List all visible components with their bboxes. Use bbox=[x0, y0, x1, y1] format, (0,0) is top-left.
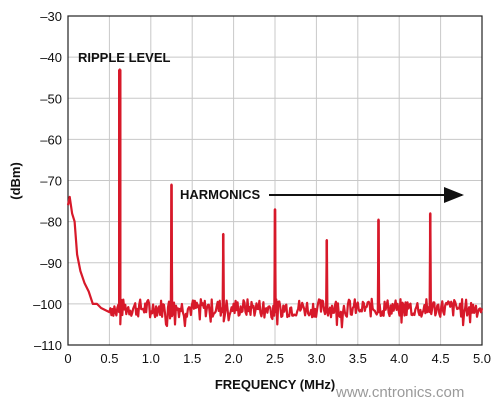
x-tick-label: 4.5 bbox=[432, 351, 450, 366]
plot-frame bbox=[67, 15, 483, 346]
x-tick-label: 0 bbox=[64, 351, 71, 366]
y-tick-label: –100 bbox=[33, 297, 62, 312]
y-tick-label: –110 bbox=[34, 338, 62, 353]
x-axis-title: FREQUENCY (MHz) bbox=[215, 377, 335, 392]
harmonic-peaks bbox=[118, 69, 432, 308]
y-tick-label: –50 bbox=[40, 91, 62, 106]
x-tick-label: 5.0 bbox=[473, 351, 491, 366]
x-tick-label: 4.0 bbox=[390, 351, 408, 366]
y-tick-labels: –30 –40 –50 –60 –70 –80 –90 –100 –110 bbox=[33, 9, 62, 353]
y-tick-label: –70 bbox=[40, 174, 62, 189]
y-tick-label: –40 bbox=[40, 50, 62, 65]
x-tick-label: 3.0 bbox=[307, 351, 325, 366]
harmonics-label: HARMONICS bbox=[180, 187, 260, 202]
watermark-text: www.cntronics.com bbox=[335, 384, 464, 401]
spectrum-trace bbox=[66, 68, 484, 329]
x-tick-labels: 0 0.5 1.0 1.5 2.0 2.5 3.0 3.5 4.0 4.5 5.0 bbox=[64, 351, 491, 366]
x-tick-label: 2.0 bbox=[225, 351, 243, 366]
x-tick-label: 0.5 bbox=[100, 351, 118, 366]
y-tick-label: –30 bbox=[40, 9, 62, 24]
y-tick-label: –80 bbox=[40, 215, 62, 230]
y-tick-label: –60 bbox=[40, 132, 62, 147]
x-tick-label: 1.5 bbox=[183, 351, 201, 366]
x-tick-label: 2.5 bbox=[266, 351, 284, 366]
ripple-level-label: RIPPLE LEVEL bbox=[78, 50, 171, 65]
y-axis-title: (dBm) bbox=[8, 162, 23, 200]
x-tick-label: 1.0 bbox=[142, 351, 160, 366]
y-tick-label: –90 bbox=[40, 256, 62, 271]
x-tick-label: 3.5 bbox=[349, 351, 367, 366]
